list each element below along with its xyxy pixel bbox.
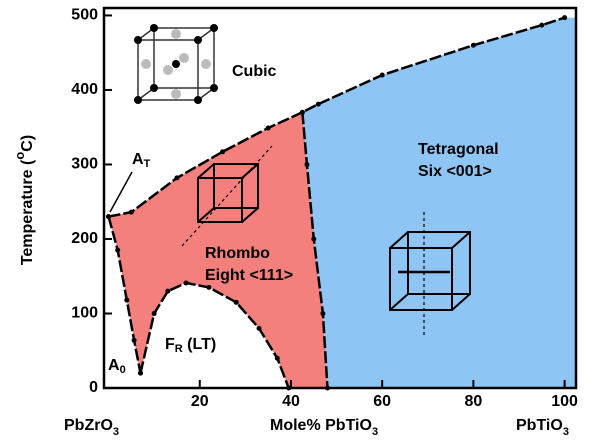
regions — [109, 18, 576, 388]
boundary-point — [311, 236, 316, 241]
at-label: AT — [132, 151, 151, 170]
x-right-sub: 3 — [563, 426, 569, 438]
boundary-point — [300, 110, 305, 115]
boundary-point — [320, 311, 325, 316]
boundary-point — [275, 356, 280, 361]
a0-label: A0 — [108, 357, 126, 376]
boundary-point — [266, 125, 271, 130]
boundary-point — [165, 289, 170, 294]
tetragonal-region — [302, 18, 576, 388]
boundary-point — [234, 300, 239, 305]
boundary-point — [316, 102, 321, 107]
x-tick-label: 100 — [551, 393, 578, 410]
x-title-main: Mole% PbTiO — [270, 417, 372, 434]
boundary-point — [471, 43, 476, 48]
at-main: A — [132, 151, 144, 168]
y-tick-label: 200 — [71, 230, 98, 247]
a0-sub: 0 — [120, 364, 126, 376]
x-right-label: PbTiO3 — [516, 417, 569, 438]
fr-sub: R — [175, 343, 183, 355]
x-tick-label: 60 — [373, 393, 391, 410]
boundary-point — [380, 73, 385, 78]
boundary-point — [220, 149, 225, 154]
fr-main: F — [165, 336, 175, 353]
boundary-point — [206, 285, 211, 290]
y-title-sup: o — [12, 152, 27, 160]
x-tick-label: 40 — [282, 393, 300, 410]
x-left-sub: 3 — [113, 426, 119, 438]
at-sub: T — [144, 158, 151, 170]
x-right-main: PbTiO — [516, 417, 563, 434]
x-tick-label: 80 — [464, 393, 482, 410]
y-tick-label: 300 — [71, 156, 98, 173]
a0-main: A — [108, 357, 120, 374]
y-axis-title: Temperature (oC) — [12, 135, 36, 265]
tetragonal-label: Tetragonal — [418, 141, 499, 158]
boundary-point — [138, 371, 143, 376]
y-tick-label: 500 — [71, 7, 98, 24]
rhombo-label: Rhombo — [205, 245, 270, 262]
boundary-point — [184, 280, 189, 285]
boundary-point — [152, 311, 157, 316]
boundary-point — [106, 214, 111, 219]
rhombo-label: Eight <111> — [205, 267, 293, 284]
y-tick-label: 0 — [89, 379, 98, 396]
boundary-point — [257, 326, 262, 331]
tetragonal-label: Six <001> — [418, 163, 492, 180]
y-tick-label: 400 — [71, 81, 98, 98]
page: Cubic Tetragonal Six <001> Rhombo Eight … — [0, 0, 595, 447]
chart: Cubic Tetragonal Six <001> Rhombo Eight … — [0, 0, 595, 447]
boundary-point — [539, 23, 544, 28]
y-title-after: C) — [19, 135, 36, 152]
x-tick-label: 20 — [191, 393, 209, 410]
boundary-point — [174, 175, 179, 180]
x-left-label: PbZrO3 — [64, 417, 119, 438]
boundary-point — [124, 298, 129, 303]
cubic-label: Cubic — [232, 63, 277, 80]
at-pointer — [110, 172, 132, 212]
boundary-point — [562, 15, 567, 20]
x-title-sub: 3 — [372, 426, 378, 438]
cubic-icon — [134, 24, 218, 104]
boundary-point — [115, 248, 120, 253]
fr-after: (LT) — [183, 336, 216, 353]
y-tick-label: 100 — [71, 305, 98, 322]
x-axis-title: Mole% PbTiO3 — [270, 417, 378, 438]
fr-label: FR (LT) — [165, 336, 216, 355]
y-title-before: Temperature ( — [19, 159, 36, 265]
boundary-point — [304, 162, 309, 167]
x-left-main: PbZrO — [64, 417, 113, 434]
boundary-point — [129, 210, 134, 215]
boundary-point — [132, 338, 137, 343]
